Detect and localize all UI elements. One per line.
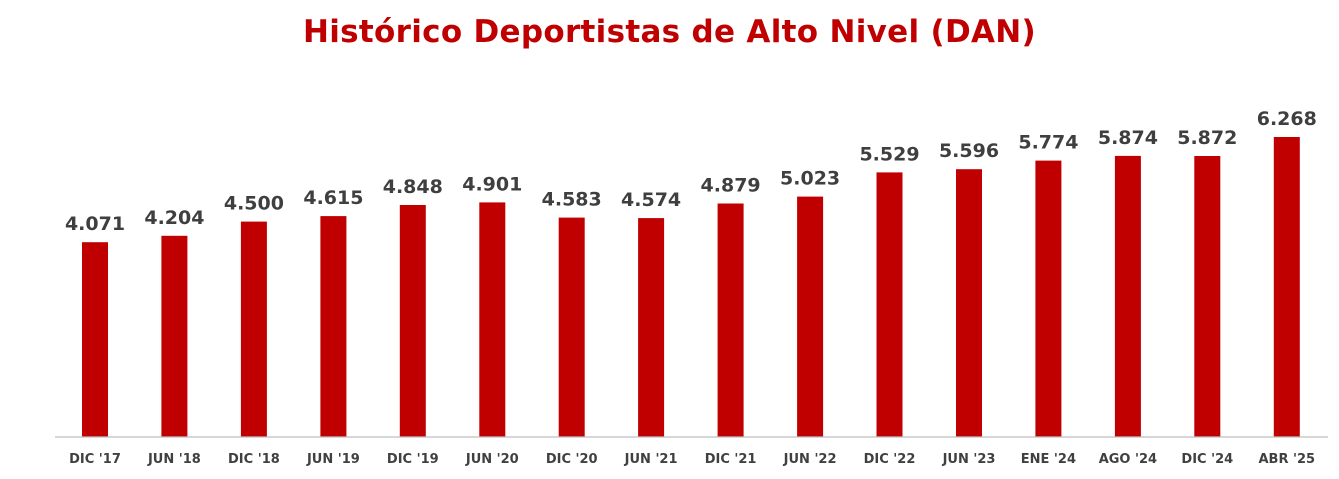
- bar-value-label-9: 5.023: [780, 168, 840, 190]
- bar-11: [956, 169, 982, 437]
- x-tick-label-3: JUN '19: [306, 452, 360, 467]
- bar-value-label-7: 4.574: [621, 189, 681, 211]
- bar-value-label-13: 5.874: [1098, 127, 1158, 149]
- bar-value-label-6: 4.583: [542, 189, 602, 211]
- x-tick-label-1: JUN '18: [147, 452, 201, 467]
- bar-value-label-14: 5.872: [1177, 127, 1237, 149]
- x-tick-label-5: JUN '20: [465, 452, 519, 467]
- bar-value-label-15: 6.268: [1257, 108, 1317, 130]
- x-tick-label-11: JUN '23: [942, 452, 996, 467]
- bar-10: [876, 172, 903, 437]
- bars-layer: [82, 137, 1300, 437]
- bar-0: [82, 242, 108, 437]
- chart-title: Histórico Deportistas de Alto Nivel (DAN…: [303, 14, 1036, 50]
- bar-value-label-2: 4.500: [224, 193, 284, 215]
- value-labels-layer: 4.071 4.204 4.500 4.615 4.848 4.901 4.583 4.574…: [65, 108, 1317, 235]
- bar-15: [1273, 137, 1300, 437]
- x-tick-label-6: DIC '20: [546, 452, 598, 467]
- bar-7: [638, 218, 665, 437]
- x-tick-label-15: ABR '25: [1259, 452, 1316, 467]
- x-tick-label-0: DIC '17: [69, 452, 121, 467]
- bar-6: [558, 217, 585, 437]
- bar-value-label-8: 4.879: [701, 175, 761, 197]
- x-tick-label-12: ENE '24: [1021, 452, 1076, 467]
- x-tick-label-7: JUN '21: [624, 452, 678, 467]
- bar-value-label-5: 4.901: [462, 173, 522, 195]
- x-tick-label-2: DIC '18: [228, 452, 280, 467]
- bar-8: [717, 203, 744, 437]
- bar-5: [479, 202, 506, 437]
- x-tick-label-14: DIC '24: [1181, 452, 1233, 467]
- bar-value-label-1: 4.204: [144, 207, 204, 229]
- bar-value-label-0: 4.071: [65, 213, 125, 235]
- tick-labels-layer: DIC '17 JUN '18 DIC '18 JUN '19 DIC '19 JUN '…: [69, 452, 1315, 467]
- bar-value-label-4: 4.848: [383, 176, 443, 198]
- x-tick-label-9: JUN '22: [783, 452, 837, 467]
- bar-3: [320, 216, 347, 437]
- bar-1: [161, 235, 188, 437]
- bar-4: [399, 205, 426, 437]
- x-tick-label-13: AGO '24: [1099, 452, 1157, 467]
- bar-value-label-10: 5.529: [859, 143, 919, 165]
- bar-value-label-12: 5.774: [1018, 132, 1078, 154]
- x-tick-label-8: DIC '21: [705, 452, 757, 467]
- bar-value-label-3: 4.615: [303, 187, 363, 209]
- x-tick-label-4: DIC '19: [387, 452, 439, 467]
- bar-13: [1114, 155, 1141, 437]
- bar-12: [1035, 160, 1062, 437]
- bar-14: [1194, 156, 1221, 437]
- bar-9: [797, 196, 824, 437]
- bar-2: [240, 221, 267, 437]
- x-tick-label-10: DIC '22: [864, 452, 916, 467]
- bar-value-label-11: 5.596: [939, 140, 999, 162]
